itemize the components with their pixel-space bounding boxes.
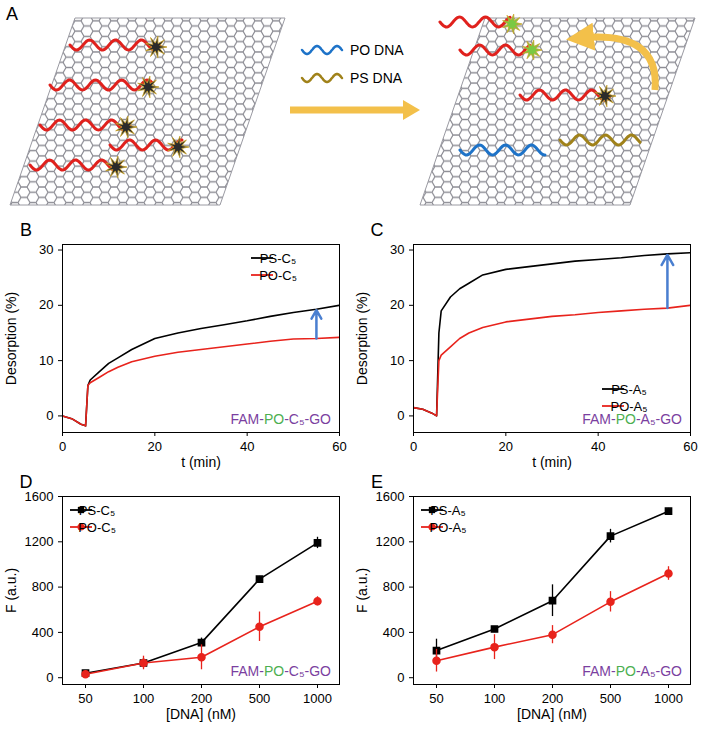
svg-text:[DNA] (nM): [DNA] (nM) [166,706,236,722]
svg-text:50: 50 [78,691,92,706]
svg-text:0: 0 [59,439,66,454]
svg-text:PS-C₅: PS-C₅ [260,251,296,266]
svg-text:Desorption (%): Desorption (%) [354,292,370,385]
svg-text:800: 800 [383,579,405,594]
svg-text:60: 60 [332,439,346,454]
svg-text:FAM-PO-C₅-GO: FAM-PO-C₅-GO [230,663,331,679]
svg-text:[DNA] (nM): [DNA] (nM) [517,706,587,722]
svg-text:A: A [6,4,18,24]
svg-text:0: 0 [397,408,404,423]
svg-text:1200: 1200 [376,534,405,549]
svg-text:D: D [20,472,33,492]
svg-text:0: 0 [410,439,417,454]
svg-text:0: 0 [397,670,404,685]
svg-text:60: 60 [683,439,697,454]
svg-text:1000: 1000 [303,691,332,706]
svg-text:t (min): t (min) [181,454,221,470]
svg-text:20: 20 [499,439,513,454]
svg-text:PS DNA: PS DNA [350,70,403,86]
svg-text:30: 30 [390,242,404,257]
svg-text:200: 200 [191,691,213,706]
svg-text:100: 100 [133,691,155,706]
svg-text:FAM-PO-A₅-GO: FAM-PO-A₅-GO [582,411,682,427]
svg-text:1000: 1000 [654,691,683,706]
svg-text:F (a.u.): F (a.u.) [354,568,370,613]
svg-text:30: 30 [39,242,53,257]
svg-text:PO-A₅: PO-A₅ [610,398,648,414]
svg-text:1600: 1600 [24,488,54,504]
svg-text:400: 400 [32,625,54,640]
svg-text:10: 10 [390,353,404,368]
svg-text:200: 200 [542,691,564,706]
svg-text:500: 500 [600,691,622,706]
svg-text:PS-A₅: PS-A₅ [611,382,647,397]
svg-text:FAM-PO-A₅-GO: FAM-PO-A₅-GO [582,663,682,679]
svg-text:0: 0 [46,408,53,423]
svg-text:20: 20 [148,439,162,454]
svg-text:1200: 1200 [25,534,54,549]
svg-text:800: 800 [32,579,54,594]
svg-text:40: 40 [591,439,605,454]
svg-text:100: 100 [484,691,506,706]
svg-text:FAM-PO-C₅-GO: FAM-PO-C₅-GO [230,411,331,427]
svg-text:10: 10 [39,353,53,368]
svg-text:PO DNA: PO DNA [350,42,404,58]
svg-text:PO-C₅: PO-C₅ [78,520,116,535]
svg-text:1600: 1600 [375,488,405,504]
svg-text:PO-C₅: PO-C₅ [259,268,297,283]
svg-text:C: C [371,220,384,240]
svg-text:PS-C₅: PS-C₅ [79,503,115,518]
svg-text:PS-A₅: PS-A₅ [430,503,466,518]
svg-text:B: B [20,220,32,240]
svg-text:500: 500 [249,691,271,706]
svg-text:400: 400 [383,625,405,640]
svg-text:20: 20 [39,297,53,312]
svg-text:F (a.u.): F (a.u.) [3,568,19,613]
svg-text:40: 40 [240,439,254,454]
svg-text:50: 50 [429,691,443,706]
svg-text:0: 0 [46,670,53,685]
svg-text:20: 20 [390,297,404,312]
svg-text:Desorption (%): Desorption (%) [3,292,19,385]
svg-text:t (min): t (min) [532,454,572,470]
svg-text:E: E [371,472,383,492]
svg-text:PO-A₅: PO-A₅ [429,520,466,535]
